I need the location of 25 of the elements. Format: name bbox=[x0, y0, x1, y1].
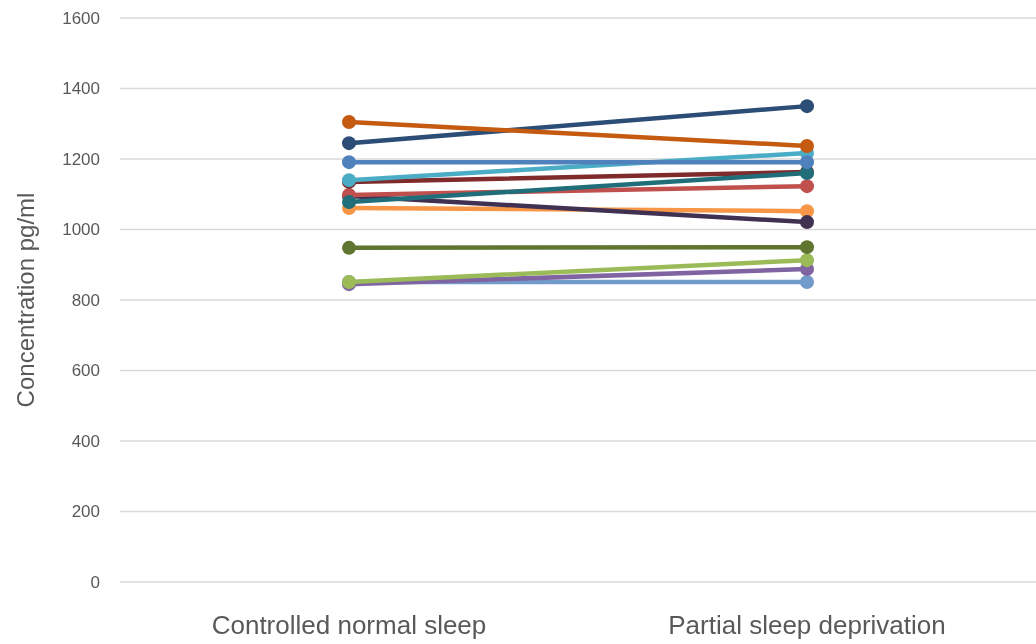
point bbox=[342, 195, 356, 210]
point bbox=[800, 179, 814, 194]
y-tick-label: 400 bbox=[71, 431, 100, 451]
y-tick-label: 1600 bbox=[62, 8, 100, 28]
point bbox=[800, 253, 814, 268]
y-tick-label: 1400 bbox=[62, 79, 100, 99]
point bbox=[800, 215, 814, 230]
point bbox=[342, 136, 356, 151]
point bbox=[800, 138, 814, 153]
y-axis-title: Concentration pg/ml bbox=[12, 192, 39, 408]
point bbox=[800, 155, 814, 170]
point bbox=[342, 155, 356, 170]
point bbox=[800, 275, 814, 290]
y-tick-label: 600 bbox=[71, 361, 100, 381]
y-tick-label: 1200 bbox=[62, 149, 100, 169]
point bbox=[800, 240, 814, 255]
y-tick-label: 800 bbox=[71, 290, 100, 310]
point bbox=[342, 240, 356, 255]
y-tick-label: 1000 bbox=[62, 220, 100, 240]
x-tick-label: Partial sleep deprivation bbox=[668, 610, 946, 640]
point bbox=[342, 114, 356, 129]
x-tick-label: Controlled normal sleep bbox=[211, 610, 487, 640]
point bbox=[800, 99, 814, 114]
y-tick-label: 200 bbox=[71, 502, 100, 522]
y-tick-label: 0 bbox=[90, 572, 100, 592]
